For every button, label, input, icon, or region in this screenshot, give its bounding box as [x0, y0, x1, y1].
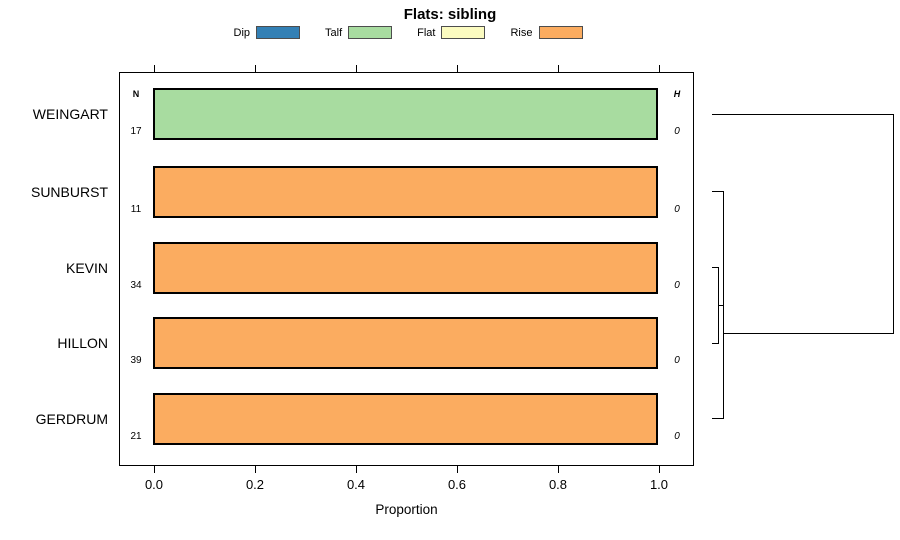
bar-kevin: [153, 242, 658, 294]
h-value: 0: [674, 126, 680, 137]
x-tick-label: 0.2: [245, 477, 265, 492]
n-column-header: N: [132, 89, 140, 99]
h-value: 0: [674, 431, 680, 442]
x-tick-label: 0.4: [346, 477, 366, 492]
legend-label-rise: Rise: [510, 26, 533, 39]
bar-weingart: [153, 88, 658, 140]
x-axis-label: Proportion: [375, 502, 438, 517]
n-value: 21: [130, 431, 142, 442]
h-value: 0: [674, 355, 680, 366]
plot-area: [119, 72, 694, 466]
legend: Dip Talf Flat Rise: [0, 26, 858, 39]
h-value: 0: [674, 204, 680, 215]
legend-swatch-talf: [348, 26, 393, 39]
dendrogram-root-branch: [712, 114, 894, 334]
legend-item-dip: Dip: [234, 26, 301, 39]
chart-title: Flats: sibling: [403, 6, 497, 23]
category-label-hillon: HILLON: [57, 335, 108, 351]
bar-sunburst: [153, 166, 658, 218]
dendrogram-outer-cluster: [712, 191, 724, 419]
n-value: 34: [130, 280, 142, 291]
legend-item-rise: Rise: [510, 26, 583, 39]
legend-swatch-flat: [441, 26, 486, 39]
category-label-gerdrum: GERDRUM: [35, 411, 108, 427]
h-value: 0: [674, 280, 680, 291]
h-column-header: H: [673, 89, 681, 99]
x-tick-label: 0.6: [447, 477, 467, 492]
x-axis-top-ticks: [154, 65, 660, 72]
bar-gerdrum: [153, 393, 658, 445]
n-value: 17: [130, 126, 142, 137]
legend-swatch-dip: [256, 26, 301, 39]
n-value: 11: [130, 204, 142, 215]
x-tick-label: 0.8: [548, 477, 568, 492]
x-axis-bottom-ticks: [154, 466, 660, 473]
legend-item-flat: Flat: [417, 26, 486, 39]
legend-label-flat: Flat: [417, 26, 436, 39]
category-label-sunburst: SUNBURST: [30, 184, 108, 200]
category-label-weingart: WEINGART: [32, 106, 108, 122]
x-tick-label: 0.0: [144, 477, 164, 492]
legend-item-talf: Talf: [325, 26, 393, 39]
category-label-kevin: KEVIN: [65, 260, 108, 276]
dendrogram-inner-cluster: [712, 267, 719, 344]
n-value: 39: [130, 355, 142, 366]
legend-swatch-rise: [538, 26, 583, 39]
legend-label-talf: Talf: [325, 26, 343, 39]
legend-label-dip: Dip: [233, 26, 251, 39]
x-tick-label: 1.0: [649, 477, 669, 492]
dendrogram: [712, 114, 894, 419]
bar-hillon: [153, 317, 658, 369]
